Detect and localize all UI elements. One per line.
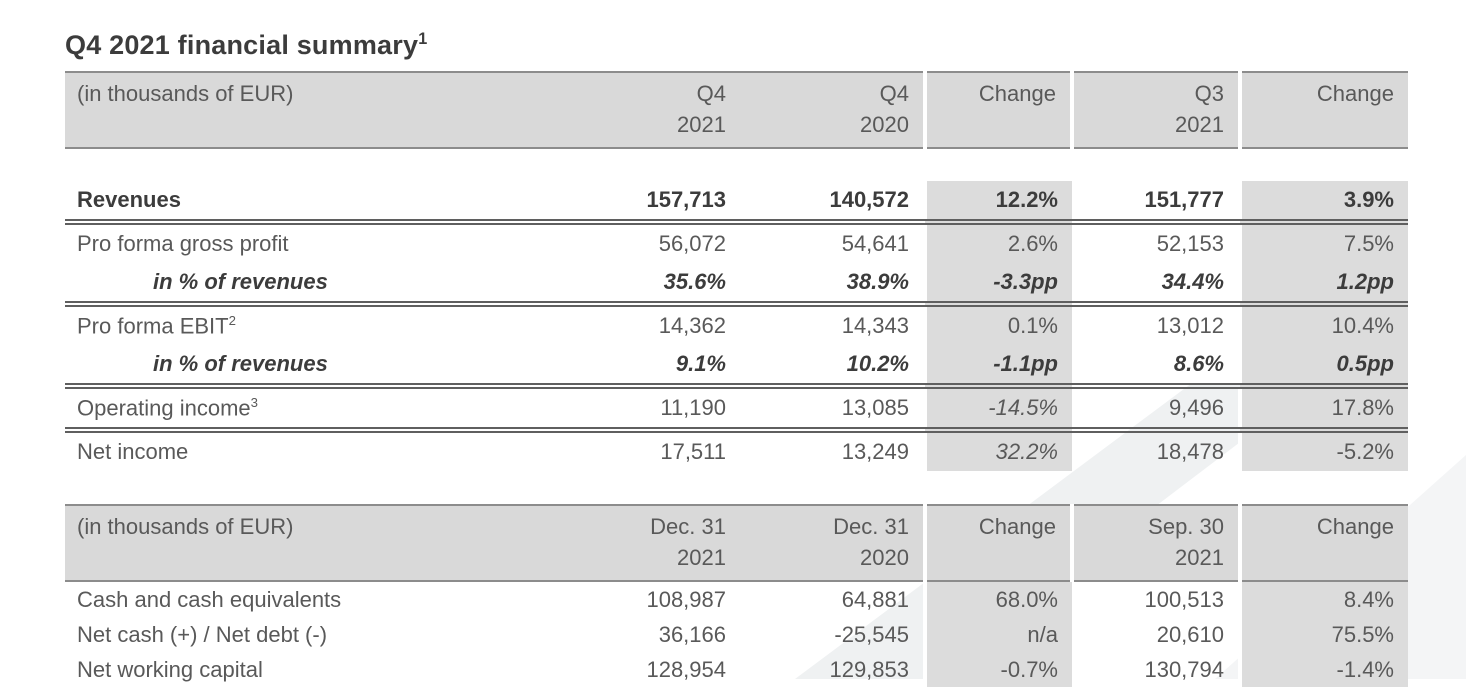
table-row-net-income: Net income 17,511 13,249 32.2% 18,478 -5… <box>65 430 1408 471</box>
page-title-footnote-marker: 1 <box>418 30 428 48</box>
col-header-change-yoy: Change <box>923 71 1072 149</box>
table-row-operating-income: Operating income3 11,190 13,085 -14.5% 9… <box>65 386 1408 433</box>
col-header-dec-31-2021: Dec. 31 2021 <box>550 504 740 582</box>
table-row-gross-margin: in % of revenues 35.6% 38.9% -3.3pp 34.4… <box>65 263 1408 307</box>
ebit-footnote-marker: 2 <box>228 312 236 328</box>
header-spacer-row <box>65 148 1408 181</box>
table-row-net-cash-net-debt: Net cash (+) / Net debt (-) 36,166 -25,5… <box>65 617 1408 652</box>
table-row-gross-profit: Pro forma gross profit 56,072 54,641 2.6… <box>65 222 1408 263</box>
col-header-q4-2021: Q4 2021 <box>550 71 740 149</box>
col-header-change-qoq: Change <box>1238 71 1408 149</box>
page-title: Q4 2021 financial summary1 <box>65 30 1466 61</box>
unit-label-cell: (in thousands of EUR) <box>65 504 550 582</box>
col-header-sep-30-2021: Sep. 30 2021 <box>1070 504 1240 582</box>
balance-table-header-row: (in thousands of EUR) Dec. 31 2021 Dec. … <box>65 504 1408 582</box>
col-header-change-yoy: Change <box>923 504 1072 582</box>
income-table-header-row: (in thousands of EUR) Q4 2021 Q4 2020 Ch… <box>65 71 1408 149</box>
table-row-ebit: Pro forma EBIT2 14,362 14,343 0.1% 13,01… <box>65 304 1408 345</box>
table-row-net-working-capital: Net working capital 128,954 129,853 -0.7… <box>65 652 1408 687</box>
table-row-cash: Cash and cash equivalents 108,987 64,881… <box>65 581 1408 617</box>
col-header-q4-2020: Q4 2020 <box>740 71 925 149</box>
page-title-text: Q4 2021 financial summary <box>65 30 419 60</box>
col-header-dec-31-2020: Dec. 31 2020 <box>740 504 925 582</box>
table-row-revenues: Revenues 157,713 140,572 12.2% 151,777 3… <box>65 181 1408 225</box>
balance-summary-table: (in thousands of EUR) Dec. 31 2021 Dec. … <box>65 504 1408 687</box>
income-summary-table: (in thousands of EUR) Q4 2021 Q4 2020 Ch… <box>65 71 1408 471</box>
col-header-q3-2021: Q3 2021 <box>1070 71 1240 149</box>
table-row-ebit-margin: in % of revenues 9.1% 10.2% -1.1pp 8.6% … <box>65 345 1408 389</box>
unit-label-cell: (in thousands of EUR) <box>65 71 550 149</box>
operating-income-footnote-marker: 3 <box>250 394 258 410</box>
col-header-change-qoq: Change <box>1238 504 1408 582</box>
